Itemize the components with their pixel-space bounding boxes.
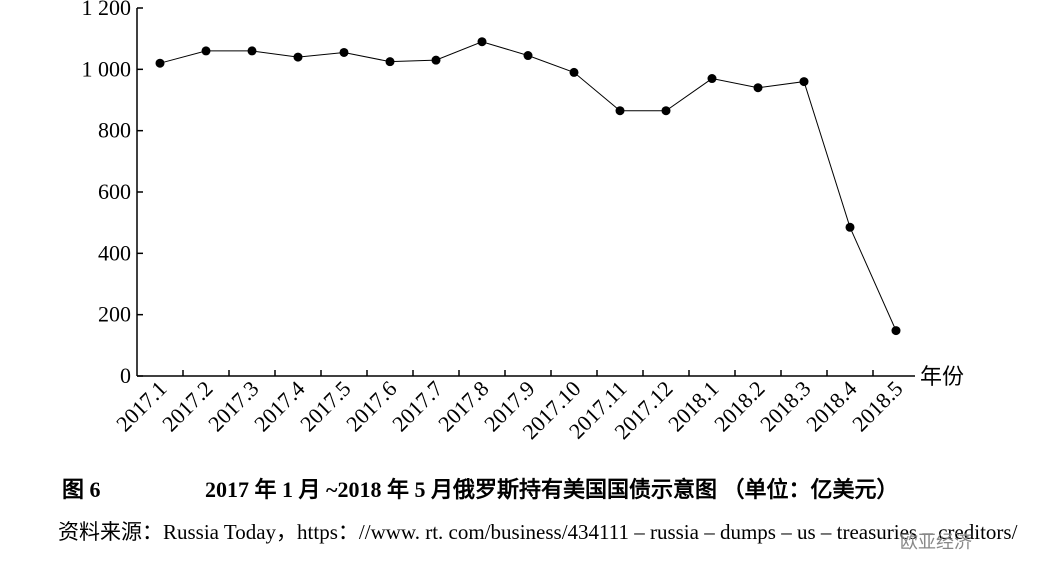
point — [569, 67, 579, 77]
x-tick-label: 2017.8 — [433, 376, 493, 436]
x-tick-label: 2018.4 — [801, 376, 861, 436]
point — [431, 55, 441, 65]
y-tick-label: 0 — [120, 363, 131, 388]
point — [155, 58, 165, 68]
point — [661, 106, 671, 116]
y-tick-label: 400 — [98, 240, 131, 265]
figure-number: 图 6 — [62, 477, 101, 502]
x-tick-label: 2017.3 — [203, 376, 263, 436]
line — [159, 41, 897, 331]
point — [293, 52, 303, 62]
y-tick-label: 200 — [98, 302, 131, 327]
x-tick-label: 2017.2 — [157, 376, 217, 436]
point — [201, 46, 211, 56]
source: 资料来源：Russia Today，https：//www. rt. com/b… — [58, 520, 1018, 544]
x-axis-label: 年份 — [920, 364, 964, 389]
x-tick-label: 2018.5 — [847, 376, 907, 436]
y-tick-label: 600 — [98, 179, 131, 204]
point — [385, 57, 395, 67]
x-tick-label: 2018.1 — [663, 376, 723, 436]
point — [247, 46, 257, 56]
point — [523, 51, 533, 61]
x-tick-label: 2017.7 — [387, 376, 447, 436]
point — [753, 83, 763, 93]
point — [339, 47, 349, 57]
x-tick-label: 2017.5 — [295, 376, 355, 436]
y-tick-label: 1 000 — [82, 56, 132, 81]
point — [799, 77, 809, 87]
y-tick-label: 1 200 — [82, 0, 132, 20]
x-tick-label: 2018.3 — [755, 376, 815, 436]
point — [707, 74, 717, 84]
x-tick-label: 2017.6 — [341, 376, 401, 436]
point — [845, 222, 855, 232]
y-tick-label: 800 — [98, 118, 131, 143]
watermark: 欧亚经济 — [900, 532, 972, 553]
x-tick-label: 2017.4 — [249, 376, 309, 436]
point — [615, 106, 625, 116]
x-tick-label: 2018.2 — [709, 376, 769, 436]
point — [891, 326, 901, 336]
caption: 2017 年 1 月 ~2018 年 5 月俄罗斯持有美国国债示意图 （单位：亿… — [205, 477, 899, 502]
point — [477, 37, 487, 47]
